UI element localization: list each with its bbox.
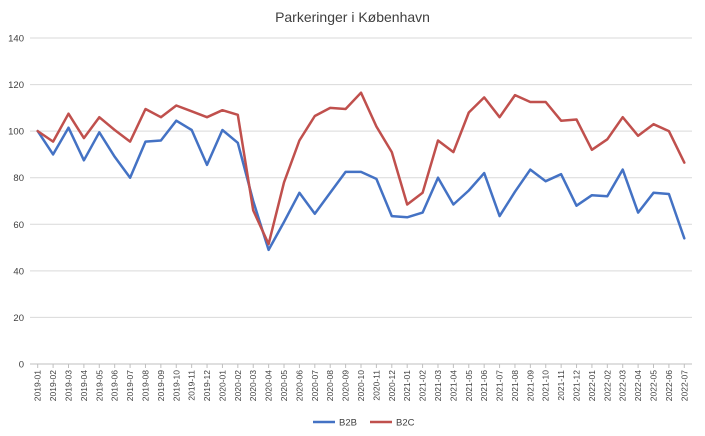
x-tick-label: 2021-03 <box>433 370 443 401</box>
x-tick-label: 2019-08 <box>140 370 150 401</box>
y-tick-label: 140 <box>8 34 24 45</box>
x-tick-label: 2021-06 <box>479 370 489 401</box>
x-tick-label: 2020-06 <box>294 370 304 401</box>
x-tick-label: 2022-07 <box>679 370 689 401</box>
x-tick-label: 2019-05 <box>94 370 104 401</box>
x-tick-label: 2022-05 <box>649 370 659 401</box>
gridlines <box>30 37 692 365</box>
x-tick-label: 2020-08 <box>325 370 335 401</box>
x-tick-label: 2019-01 <box>33 370 43 401</box>
x-tick-label: 2019-04 <box>79 370 89 401</box>
x-tick-label: 2021-10 <box>541 370 551 401</box>
x-tick-label: 2021-12 <box>572 370 582 401</box>
series-line-b2c <box>36 91 686 246</box>
y-tick-label: 20 <box>13 313 24 324</box>
x-tick-label: 2020-02 <box>233 370 243 401</box>
y-tick-label: 40 <box>13 266 24 277</box>
x-tick-label: 2019-06 <box>110 370 120 401</box>
x-tick-label: 2021-08 <box>510 370 520 401</box>
x-tick-label: 2021-04 <box>448 370 458 401</box>
legend-label-b2b: B2B <box>339 418 357 429</box>
x-tick-label: 2022-02 <box>602 370 612 401</box>
x-tick-label: 2021-05 <box>464 370 474 401</box>
chart-title: Parkeringer i København <box>275 9 430 25</box>
x-tick-label: 2020-11 <box>371 370 381 401</box>
legend-label-b2c: B2C <box>396 418 415 429</box>
x-tick-label: 2022-04 <box>633 370 643 401</box>
series-lines <box>36 91 686 252</box>
y-tick-label: 80 <box>13 173 24 184</box>
x-tick-label: 2020-03 <box>248 370 258 401</box>
x-tick-label: 2022-01 <box>587 370 597 401</box>
x-tick-label: 2019-11 <box>187 370 197 401</box>
x-tick-label: 2021-01 <box>402 370 412 401</box>
x-axis-ticks: 2019-01 2019-02 2019-03 2019-04 2019-05 2019-… <box>33 364 689 401</box>
x-tick-label: 2021-07 <box>495 370 505 401</box>
x-tick-label: 2020-07 <box>310 370 320 401</box>
x-tick-label: 2020-10 <box>356 370 366 401</box>
x-tick-label: 2021-02 <box>418 370 428 401</box>
x-tick-label: 2019-09 <box>156 370 166 401</box>
x-tick-label: 2020-01 <box>217 370 227 401</box>
legend: B2B B2C <box>313 418 415 429</box>
x-tick-label: 2019-03 <box>63 370 73 401</box>
y-axis-ticks: 0 20 40 60 80 100 120 140 <box>8 34 24 371</box>
x-tick-label: 2021-09 <box>525 370 535 401</box>
x-tick-label: 2019-02 <box>48 370 58 401</box>
x-tick-label: 2020-04 <box>264 370 274 401</box>
x-tick-label: 2021-11 <box>556 370 566 401</box>
x-tick-label: 2019-10 <box>171 370 181 401</box>
x-tick-label: 2020-09 <box>341 370 351 401</box>
y-tick-label: 100 <box>8 127 24 138</box>
x-tick-label: 2020-12 <box>387 370 397 401</box>
x-tick-label: 2022-03 <box>618 370 628 401</box>
y-tick-label: 120 <box>8 80 24 91</box>
x-tick-label: 2022-06 <box>664 370 674 401</box>
x-tick-label: 2019-07 <box>125 370 135 401</box>
y-tick-label: 60 <box>13 220 24 231</box>
x-tick-label: 2019-12 <box>202 370 212 401</box>
series-line-b2b <box>36 119 686 252</box>
y-tick-label: 0 <box>19 360 24 371</box>
x-tick-label: 2020-05 <box>279 370 289 401</box>
